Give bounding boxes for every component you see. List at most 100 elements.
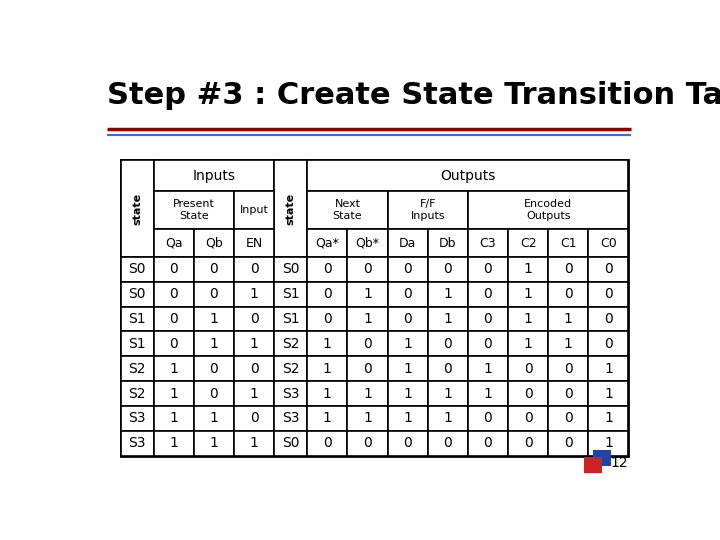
Bar [121, 160, 629, 456]
Bar [387, 307, 428, 332]
Bar [548, 307, 588, 332]
Bar [387, 431, 428, 456]
Text: 1: 1 [403, 337, 412, 351]
Text: S3: S3 [282, 411, 300, 426]
Bar [348, 356, 387, 381]
Bar [234, 257, 274, 282]
Bar [428, 356, 468, 381]
Text: 1: 1 [250, 436, 258, 450]
Bar [154, 257, 194, 282]
Bar [508, 431, 548, 456]
Text: 0: 0 [484, 436, 492, 450]
Text: 1: 1 [604, 411, 613, 426]
Bar [588, 381, 629, 406]
Text: S3: S3 [282, 387, 300, 401]
Bar [154, 356, 194, 381]
Text: 0: 0 [363, 337, 372, 351]
Text: 1: 1 [523, 337, 533, 351]
Text: 1: 1 [210, 312, 218, 326]
Text: 1: 1 [403, 362, 412, 376]
Text: 0: 0 [169, 287, 179, 301]
Bar [234, 356, 274, 381]
Bar [548, 282, 588, 307]
Bar [274, 356, 307, 381]
Text: S1: S1 [282, 287, 300, 301]
Bar [274, 381, 307, 406]
Text: 0: 0 [323, 312, 332, 326]
Bar [508, 356, 548, 381]
Bar [387, 257, 428, 282]
Text: 0: 0 [363, 262, 372, 276]
Text: 1: 1 [564, 337, 572, 351]
Text: 0: 0 [523, 362, 533, 376]
Text: 1: 1 [169, 362, 179, 376]
Text: 1: 1 [323, 362, 332, 376]
Text: 0: 0 [444, 362, 452, 376]
Bar [387, 356, 428, 381]
Text: state: state [286, 193, 296, 225]
Bar [154, 230, 194, 257]
Bar [154, 307, 194, 332]
Text: 0: 0 [210, 387, 218, 401]
Text: 1: 1 [323, 411, 332, 426]
Bar [508, 381, 548, 406]
Bar [348, 307, 387, 332]
Bar [307, 307, 348, 332]
Text: 1: 1 [523, 262, 533, 276]
Text: Present
State: Present State [173, 199, 215, 221]
Bar [588, 332, 629, 356]
Text: Inputs: Inputs [192, 168, 235, 183]
Bar [154, 431, 194, 456]
Bar [121, 406, 154, 431]
Bar [428, 406, 468, 431]
Text: S1: S1 [128, 312, 146, 326]
Bar [274, 282, 307, 307]
Text: S0: S0 [282, 262, 300, 276]
Text: Outputs: Outputs [440, 168, 495, 183]
Text: 1: 1 [250, 387, 258, 401]
Bar [194, 307, 234, 332]
Bar [348, 381, 387, 406]
Bar [121, 431, 154, 456]
Text: 0: 0 [604, 262, 613, 276]
Text: 0: 0 [484, 411, 492, 426]
Text: C0: C0 [600, 237, 617, 249]
Bar [194, 257, 234, 282]
Text: 0: 0 [444, 337, 452, 351]
Text: 0: 0 [250, 312, 258, 326]
Text: S2: S2 [128, 362, 146, 376]
Bar [194, 332, 234, 356]
Bar [588, 257, 629, 282]
Bar [508, 230, 548, 257]
Text: 1: 1 [444, 387, 452, 401]
Text: 0: 0 [523, 411, 533, 426]
Text: 0: 0 [403, 262, 412, 276]
Text: 1: 1 [604, 362, 613, 376]
Text: S3: S3 [128, 411, 146, 426]
Text: 0: 0 [564, 262, 572, 276]
Text: S0: S0 [128, 287, 146, 301]
Bar [121, 381, 154, 406]
Bar [348, 230, 387, 257]
Text: Qa: Qa [165, 237, 183, 249]
Bar [548, 257, 588, 282]
Bar [307, 356, 348, 381]
Text: 0: 0 [564, 411, 572, 426]
Bar [274, 160, 307, 257]
Bar [307, 332, 348, 356]
Bar [468, 230, 508, 257]
Bar [508, 307, 548, 332]
Text: 1: 1 [484, 362, 492, 376]
Text: 0: 0 [444, 436, 452, 450]
Text: 0: 0 [484, 337, 492, 351]
Text: 1: 1 [169, 436, 179, 450]
Text: 1: 1 [363, 287, 372, 301]
FancyBboxPatch shape [593, 450, 611, 465]
Text: S1: S1 [282, 312, 300, 326]
Bar [307, 381, 348, 406]
Bar [387, 191, 468, 229]
Bar [588, 356, 629, 381]
Bar [468, 356, 508, 381]
Text: 1: 1 [403, 387, 412, 401]
Text: S0: S0 [128, 262, 146, 276]
